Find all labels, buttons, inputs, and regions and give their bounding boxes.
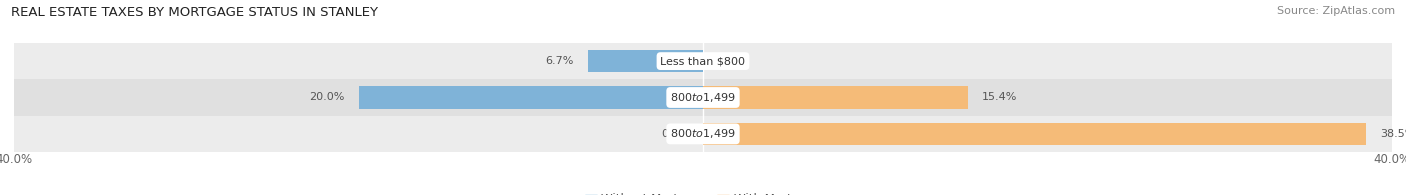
Text: REAL ESTATE TAXES BY MORTGAGE STATUS IN STANLEY: REAL ESTATE TAXES BY MORTGAGE STATUS IN … [11,6,378,19]
Text: Source: ZipAtlas.com: Source: ZipAtlas.com [1277,6,1395,16]
Text: 15.4%: 15.4% [981,92,1018,103]
Bar [703,86,969,109]
Text: Less than $800: Less than $800 [661,56,745,66]
Text: 20.0%: 20.0% [309,92,344,103]
Legend: Without Mortgage, With Mortgage: Without Mortgage, With Mortgage [585,193,821,195]
Text: 38.5%: 38.5% [1379,129,1406,139]
Bar [359,86,703,109]
Text: $800 to $1,499: $800 to $1,499 [671,91,735,104]
Bar [14,43,1392,79]
Text: 0.0%: 0.0% [661,129,689,139]
Text: $800 to $1,499: $800 to $1,499 [671,127,735,140]
Bar [14,79,1392,116]
Text: 0.0%: 0.0% [717,56,745,66]
Text: 6.7%: 6.7% [546,56,574,66]
Bar [703,123,1367,145]
Bar [14,116,1392,152]
Bar [588,50,703,72]
